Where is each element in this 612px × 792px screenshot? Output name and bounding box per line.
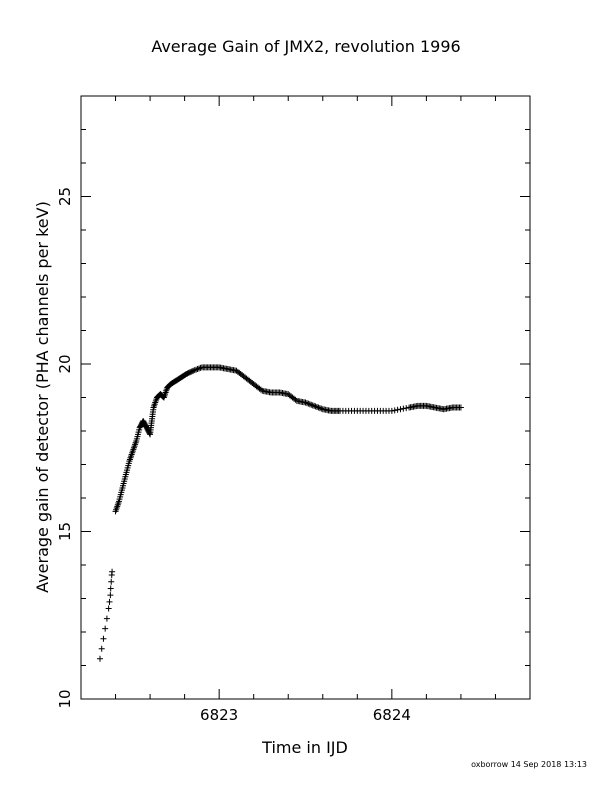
chart-title: Average Gain of JMX2, revolution 1996 bbox=[151, 37, 460, 56]
data-point bbox=[223, 365, 230, 372]
data-point bbox=[400, 405, 407, 412]
data-point bbox=[146, 430, 153, 437]
y-tick-label: 20 bbox=[56, 354, 74, 373]
y-tick-label: 15 bbox=[56, 522, 74, 541]
data-point bbox=[129, 449, 136, 456]
data-point bbox=[394, 406, 401, 413]
data-point bbox=[456, 404, 463, 411]
y-axis-label: Average gain of detector (PHA channels p… bbox=[33, 201, 52, 593]
axis-ticks bbox=[80, 95, 531, 700]
data-point bbox=[311, 402, 318, 409]
data-point bbox=[102, 625, 109, 632]
data-point bbox=[315, 404, 322, 411]
data-point bbox=[256, 385, 263, 392]
data-point bbox=[148, 420, 155, 427]
data-point bbox=[125, 460, 132, 467]
x-axis-label: Time in IJD bbox=[261, 738, 348, 757]
data-point bbox=[385, 407, 392, 414]
data-point bbox=[314, 403, 321, 410]
data-point bbox=[100, 635, 107, 642]
data-point bbox=[318, 405, 325, 412]
data-point bbox=[150, 406, 157, 413]
data-markers bbox=[96, 364, 464, 662]
data-point bbox=[193, 366, 200, 373]
data-point bbox=[368, 407, 375, 414]
data-point bbox=[109, 568, 116, 575]
data-point bbox=[257, 386, 264, 393]
data-point bbox=[96, 655, 103, 662]
data-point bbox=[196, 365, 203, 372]
data-point bbox=[231, 367, 238, 374]
data-point bbox=[107, 585, 114, 592]
y-tick-label: 10 bbox=[56, 689, 74, 708]
y-tick-label: 25 bbox=[56, 187, 74, 206]
data-point bbox=[132, 439, 139, 446]
data-point bbox=[108, 578, 115, 585]
data-point bbox=[290, 395, 297, 402]
data-point bbox=[283, 390, 290, 397]
data-point bbox=[107, 592, 114, 599]
data-point bbox=[189, 368, 196, 375]
x-tick-label: 6823 bbox=[200, 706, 238, 724]
data-point bbox=[351, 407, 358, 414]
data-point bbox=[122, 473, 129, 480]
data-point bbox=[306, 401, 313, 408]
data-point bbox=[305, 400, 312, 407]
data-point bbox=[301, 399, 308, 406]
data-point bbox=[391, 407, 398, 414]
data-point bbox=[312, 403, 319, 410]
tick-labels: 10 15 20 25 6823 6824 bbox=[56, 187, 411, 724]
data-point bbox=[303, 400, 310, 407]
data-point bbox=[106, 598, 113, 605]
data-point bbox=[191, 367, 198, 374]
data-point bbox=[187, 368, 194, 375]
data-point bbox=[105, 605, 112, 612]
data-point bbox=[197, 364, 204, 371]
data-point bbox=[397, 406, 404, 413]
data-point bbox=[194, 366, 201, 373]
data-point bbox=[239, 372, 246, 379]
data-point bbox=[103, 615, 110, 622]
data-point bbox=[118, 487, 125, 494]
plot-frame bbox=[80, 95, 531, 700]
data-point bbox=[430, 404, 437, 411]
data-point bbox=[292, 396, 299, 403]
data-point bbox=[309, 402, 316, 409]
data-point bbox=[136, 426, 143, 433]
data-point bbox=[308, 401, 315, 408]
credit-text: oxborrow 14 Sep 2018 13:13 bbox=[471, 760, 587, 769]
data-point bbox=[316, 405, 323, 412]
data-point bbox=[98, 645, 105, 652]
x-tick-label: 6824 bbox=[373, 706, 411, 724]
data-point bbox=[115, 500, 122, 507]
data-point bbox=[247, 378, 254, 385]
data-point bbox=[403, 405, 410, 412]
data-point bbox=[142, 422, 149, 429]
